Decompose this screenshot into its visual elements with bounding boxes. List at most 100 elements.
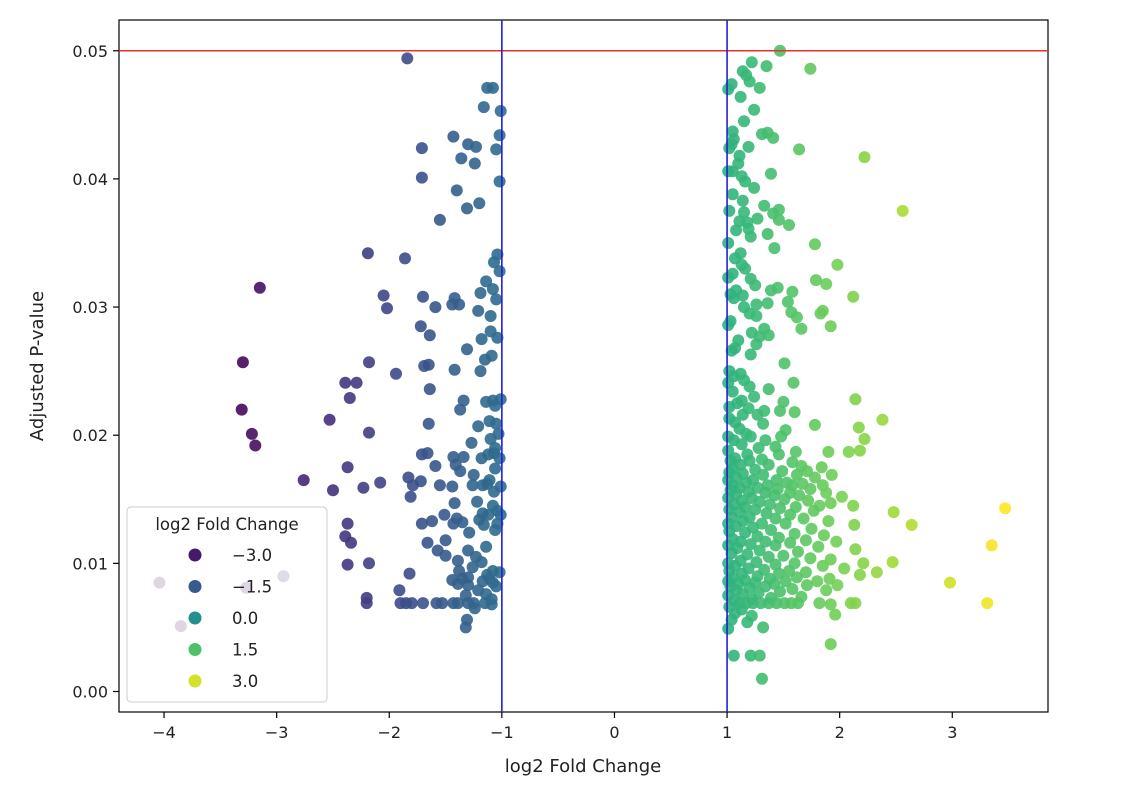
data-point [752, 442, 765, 454]
data-point [725, 344, 738, 357]
data-point [429, 301, 442, 314]
data-point [484, 310, 497, 322]
data-point [753, 81, 766, 94]
data-point [793, 489, 806, 502]
data-point [489, 524, 502, 536]
data-point [775, 430, 788, 443]
data-point [488, 256, 500, 269]
data-point [417, 290, 429, 303]
data-point [813, 597, 826, 610]
data-point [804, 552, 817, 565]
data-point [480, 275, 493, 288]
data-point [849, 597, 862, 610]
data-point [776, 465, 789, 478]
y-tick-label: 0.01 [72, 554, 108, 573]
y-tick-label: 0.04 [72, 170, 108, 189]
y-tick-label: 0.03 [72, 298, 108, 317]
data-point [493, 566, 506, 579]
data-point [404, 490, 417, 503]
data-point [765, 524, 777, 536]
data-point [745, 56, 758, 69]
data-point [810, 274, 822, 287]
data-point [795, 322, 808, 335]
data-point [744, 538, 757, 551]
data-point [820, 486, 833, 499]
x-tick-label: 0 [609, 723, 619, 742]
data-point [727, 292, 740, 305]
data-point [788, 406, 801, 419]
data-point [757, 468, 770, 481]
legend-marker [188, 548, 202, 562]
data-point [824, 638, 837, 651]
data-point [477, 518, 490, 531]
data-point [297, 474, 310, 487]
data-point [323, 413, 336, 426]
data-point [447, 517, 460, 530]
data-point [474, 365, 487, 378]
data-point [981, 597, 994, 610]
data-point [790, 311, 803, 324]
data-point [451, 597, 464, 610]
data-point [761, 297, 774, 310]
data-point [253, 281, 266, 294]
data-point [817, 529, 830, 542]
data-point [760, 507, 773, 520]
data-point [433, 213, 446, 226]
data-point [858, 433, 871, 445]
data-point [451, 577, 464, 590]
data-point [476, 479, 489, 492]
data-point [475, 556, 488, 569]
x-tick-label: −1 [490, 723, 514, 742]
data-point [433, 479, 446, 492]
data-point [422, 417, 435, 430]
data-point [838, 562, 851, 575]
data-point [822, 515, 835, 528]
data-point [723, 204, 736, 217]
legend-label: −1.5 [232, 578, 272, 597]
data-point [778, 357, 791, 370]
data-point [421, 447, 434, 460]
data-point [853, 444, 866, 457]
data-point [465, 436, 478, 449]
data-point [739, 262, 752, 275]
data-point [406, 479, 419, 492]
data-point [769, 539, 782, 552]
data-point [739, 526, 752, 539]
legend-marker [188, 580, 202, 593]
data-point [417, 597, 429, 610]
data-point [722, 622, 735, 635]
data-point [756, 672, 768, 685]
data-point [777, 549, 790, 562]
data-point [454, 465, 467, 478]
data-point [488, 485, 500, 498]
data-point [822, 445, 835, 458]
data-point [765, 167, 777, 180]
data-point [824, 497, 837, 510]
legend-label: 1.5 [232, 641, 258, 660]
data-point [774, 404, 786, 417]
data-point [772, 203, 785, 216]
data-point [734, 90, 747, 103]
legend-box [126, 506, 328, 703]
data-point [468, 157, 481, 170]
data-point [470, 140, 482, 153]
data-point [475, 333, 488, 346]
data-point [722, 237, 735, 249]
data-point [418, 360, 431, 372]
data-point [849, 543, 862, 556]
data-point [360, 597, 373, 610]
legend-marker [188, 643, 202, 656]
data-point [774, 585, 786, 598]
data-point [758, 199, 771, 212]
data-point [825, 468, 838, 481]
data-point [493, 175, 506, 188]
y-tick-label: 0.02 [72, 426, 108, 445]
data-point [486, 81, 499, 94]
data-point [778, 493, 791, 506]
data-point [735, 438, 748, 451]
data-point [789, 445, 802, 458]
data-point [475, 452, 488, 465]
data-point [870, 566, 883, 579]
data-point [748, 181, 761, 194]
